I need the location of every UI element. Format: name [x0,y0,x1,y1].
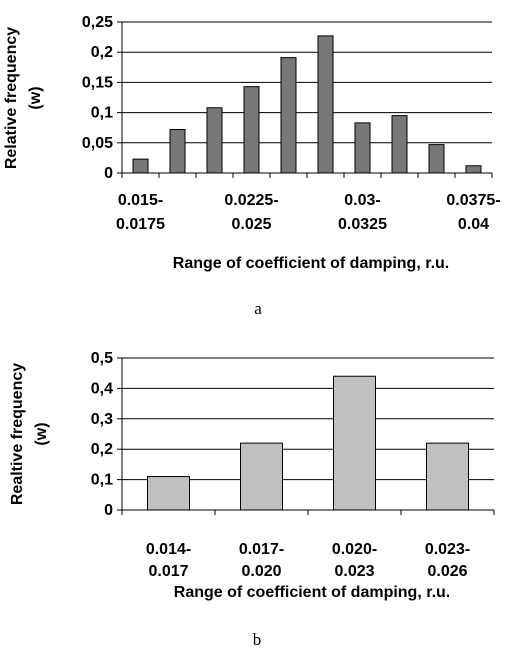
bar [333,375,376,511]
y-axis-title: Relative frequency [3,27,20,169]
bar [465,165,482,174]
x-tick-label-line: 0.017- [239,541,284,558]
chart-panel-a: 00,050,10,150,20,250.015-0.01750.0225-0.… [3,14,500,318]
panel-label: a [254,299,262,318]
x-tick-label: 0.015- 0.0175 [116,192,165,233]
x-tick-label: 0.0375- 0.04 [446,192,500,233]
x-tick-label-line: 0.020 [241,563,281,580]
x-tick-label: 0.014- 0.017 [146,541,191,580]
bar [132,158,149,174]
x-tick-label-line: 0.03- [344,192,380,209]
y-tick-label: 0 [104,165,113,182]
x-tick-label: 0.017- 0.020 [239,541,284,580]
y-tick-label: 0,2 [91,441,113,458]
y-tick-label: 0,4 [91,380,113,397]
bar [147,476,190,511]
x-tick-label-line: 0.0175 [116,216,165,233]
y-tick-label: 0 [104,502,113,519]
x-tick-label-line: 0.023- [425,541,470,558]
x-tick-label-line: 0.025 [231,216,271,233]
x-tick-label-line: 0.014- [146,541,191,558]
bar [280,57,297,174]
y-tick-label: 0,5 [91,350,113,367]
bar [317,35,334,174]
x-tick-label: 0.020- 0.023 [332,541,377,580]
y-axis-title-unit: (w) [33,422,50,445]
bar [426,442,469,511]
x-tick-label-line: 0.0375- [446,192,500,209]
x-tick-label-line: 0.04 [458,216,489,233]
x-tick-label: 0.03- 0.0325 [338,192,387,233]
bar [391,115,408,174]
y-tick-label: 0,2 [91,44,113,61]
panel-label: b [253,630,262,649]
x-axis-title: Range of coefficient of damping, r.u. [174,584,450,601]
x-tick-label-line: 0.017 [148,563,188,580]
y-tick-label: 0,3 [91,411,113,428]
bar [169,129,186,174]
x-tick-label: 0.0225- 0.025 [224,192,278,233]
bar [243,86,260,174]
x-tick-label-line: 0.020- [332,541,377,558]
x-tick-label-line: 0.0225- [224,192,278,209]
bar [240,442,283,511]
y-tick-label: 0,05 [82,135,113,152]
x-axis-title: Range of coefficient of damping, r.u. [173,255,449,272]
x-tick-label-line: 0.015- [118,192,163,209]
bar [206,107,223,174]
y-tick-label: 0,25 [82,14,113,31]
x-tick-label-line: 0.023 [334,563,374,580]
x-tick-label-line: 0.0325 [338,216,387,233]
y-axis-title-unit: (w) [27,86,44,109]
y-tick-label: 0,15 [82,74,113,91]
x-tick-label: 0.023- 0.026 [425,541,470,580]
y-tick-label: 0,1 [91,105,113,122]
bar [428,144,445,174]
y-tick-label: 0,1 [91,472,113,489]
chart-panel-b: 00,10,20,30,40,50.014-0.0170.017-0.0200.… [9,350,495,649]
x-tick-label-line: 0.026 [427,563,467,580]
bar [354,122,371,174]
y-axis-title: Realtive frequency [9,363,26,505]
